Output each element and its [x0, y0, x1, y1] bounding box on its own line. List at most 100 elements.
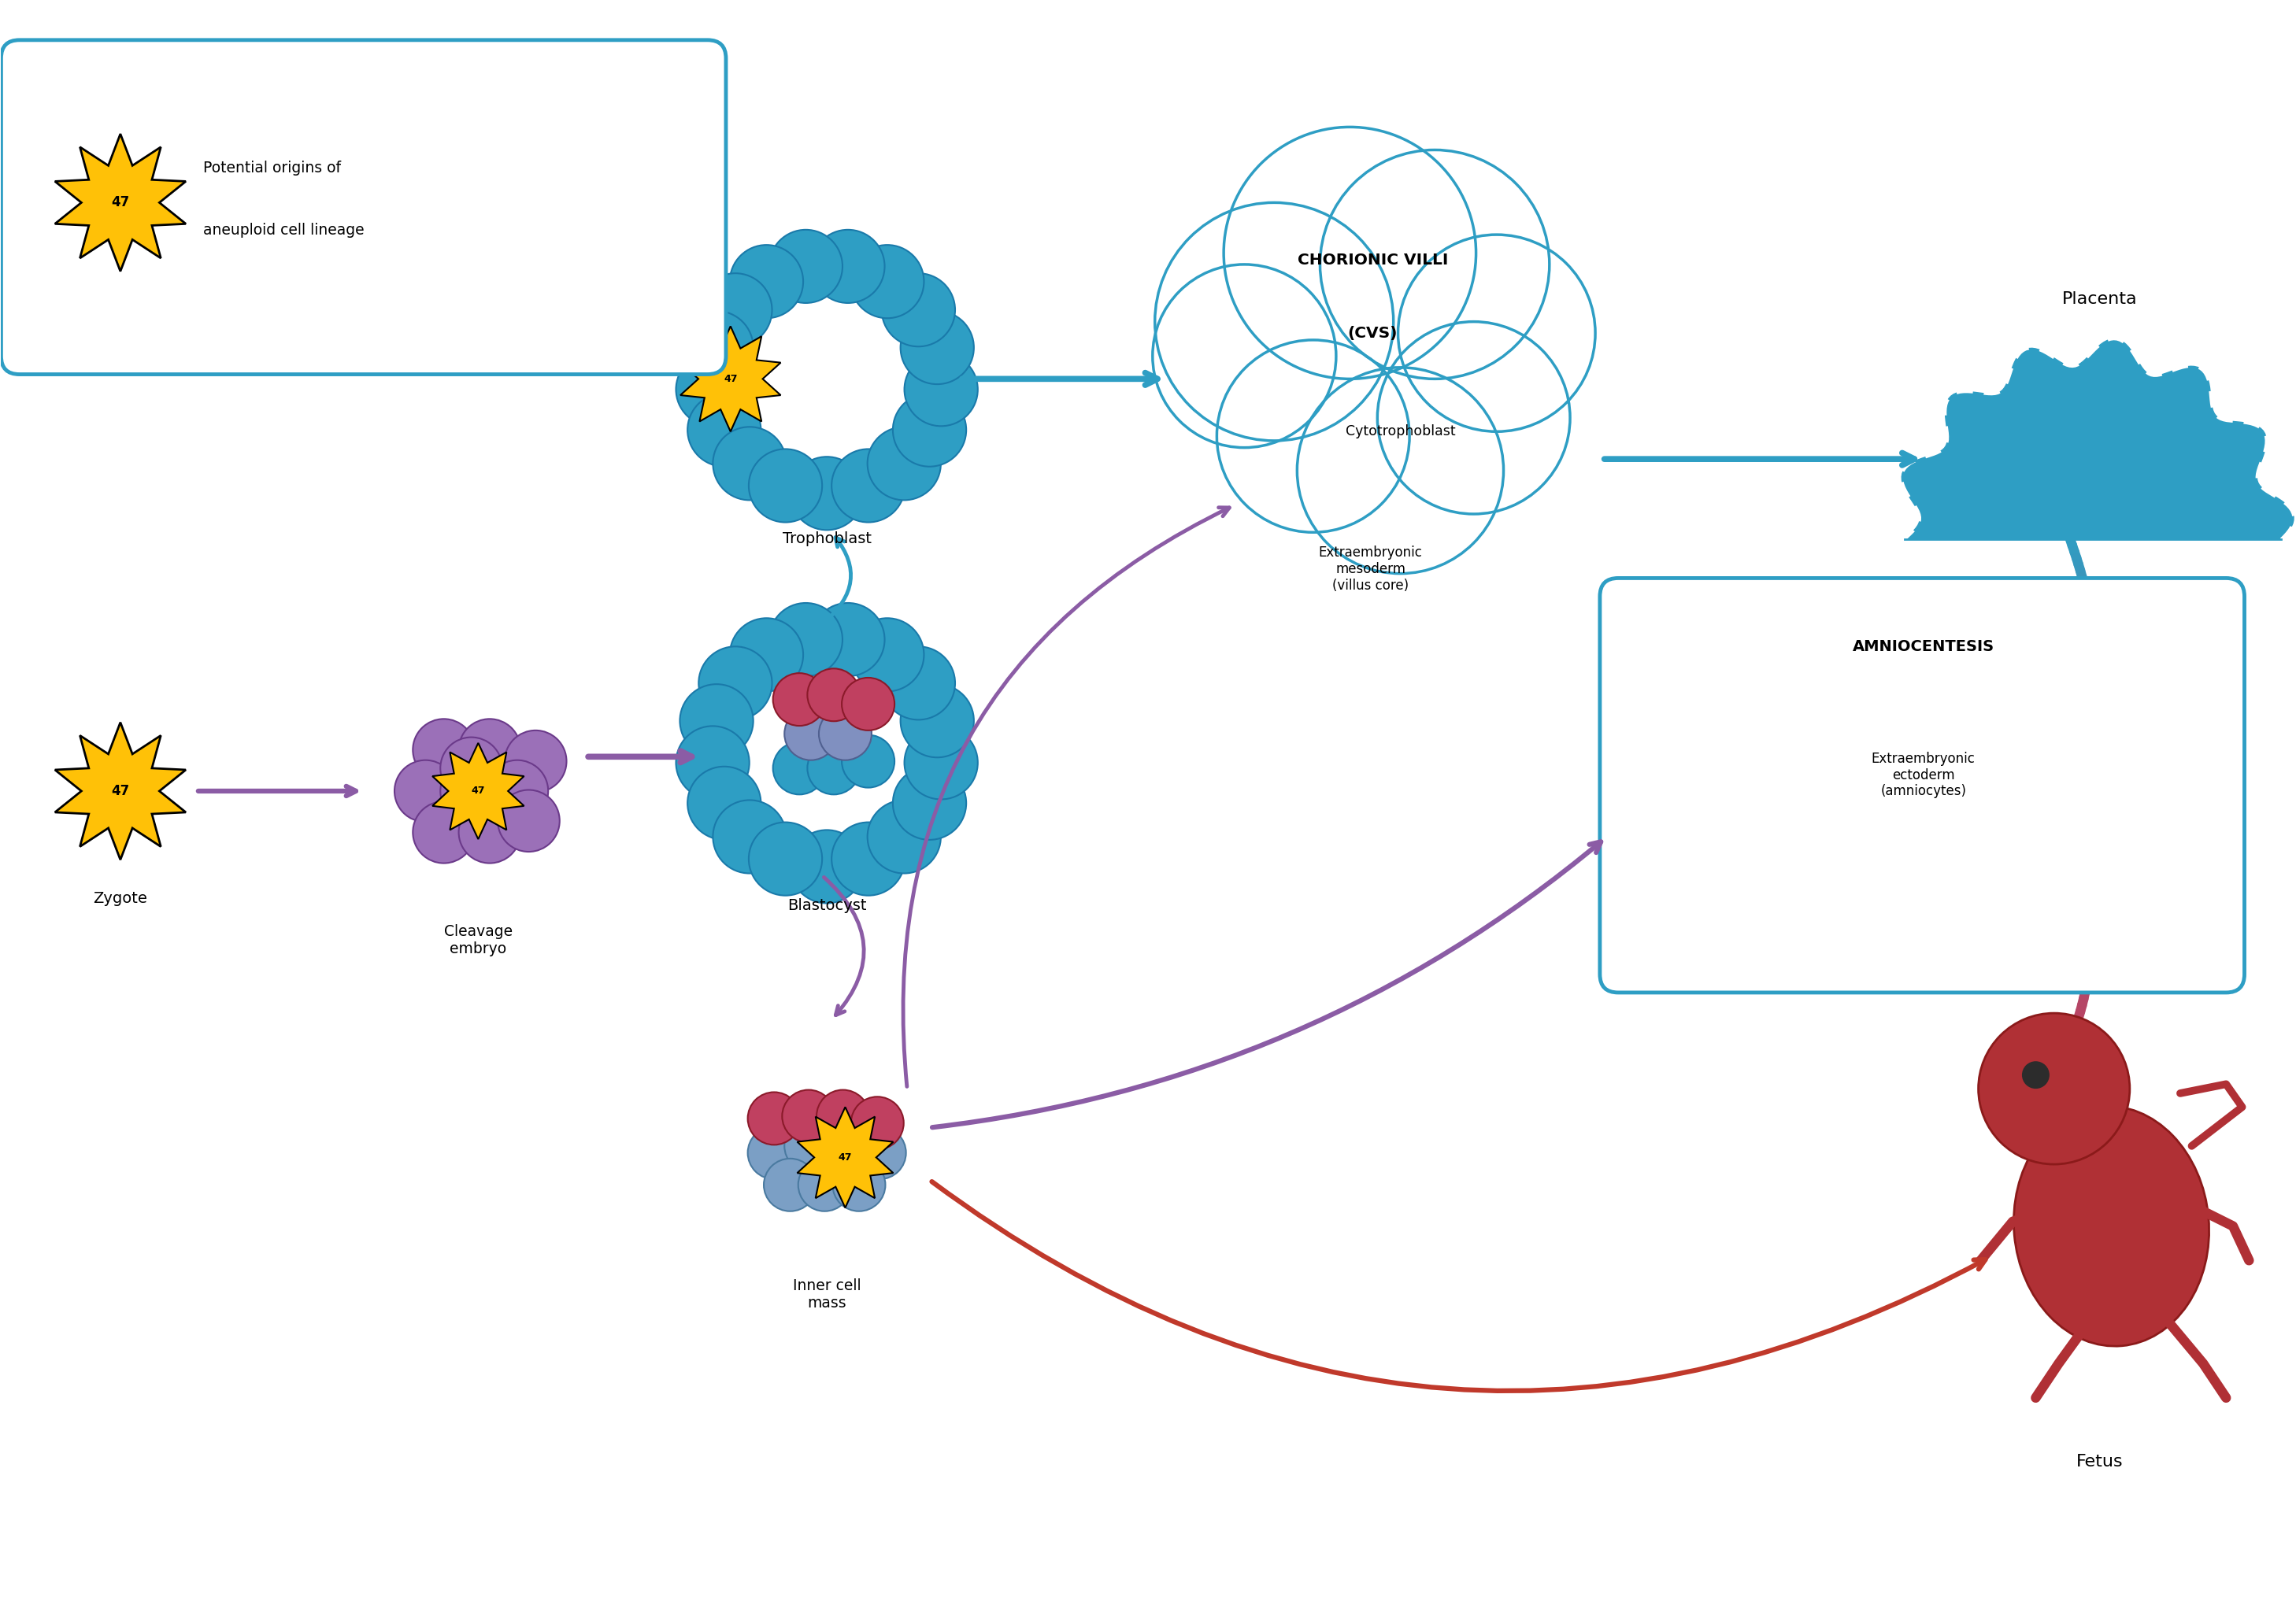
Ellipse shape	[2014, 1106, 2209, 1347]
Polygon shape	[432, 743, 523, 839]
Circle shape	[882, 273, 955, 347]
Circle shape	[843, 735, 895, 788]
Circle shape	[893, 767, 967, 839]
Circle shape	[1217, 340, 1410, 533]
Circle shape	[687, 767, 760, 839]
Circle shape	[868, 427, 941, 501]
Circle shape	[810, 603, 884, 676]
Text: Cleavage
embryo: Cleavage embryo	[443, 924, 512, 957]
Polygon shape	[55, 133, 186, 271]
Circle shape	[1155, 202, 1394, 441]
Circle shape	[765, 1159, 817, 1212]
Circle shape	[698, 273, 771, 347]
Circle shape	[413, 719, 475, 780]
Circle shape	[774, 672, 827, 725]
Circle shape	[395, 761, 457, 822]
Circle shape	[459, 719, 521, 780]
Circle shape	[820, 708, 872, 761]
Circle shape	[1153, 265, 1336, 448]
Circle shape	[2023, 1061, 2050, 1088]
Polygon shape	[1901, 339, 2294, 539]
Circle shape	[687, 393, 760, 467]
Text: 47: 47	[471, 786, 484, 796]
Circle shape	[698, 647, 771, 719]
Circle shape	[790, 457, 863, 530]
Circle shape	[831, 822, 905, 896]
Circle shape	[712, 801, 785, 873]
Text: aneuploid cell lineage: aneuploid cell lineage	[202, 223, 365, 238]
Circle shape	[675, 353, 748, 425]
Circle shape	[712, 427, 785, 501]
Circle shape	[808, 669, 861, 721]
Circle shape	[748, 822, 822, 896]
Circle shape	[843, 677, 895, 730]
Polygon shape	[797, 1107, 893, 1209]
Text: Zygote: Zygote	[94, 891, 147, 907]
Circle shape	[850, 246, 923, 318]
Circle shape	[730, 246, 804, 318]
Circle shape	[748, 1091, 801, 1144]
Circle shape	[774, 742, 827, 794]
Circle shape	[810, 230, 884, 303]
Circle shape	[1979, 1013, 2131, 1164]
Circle shape	[1398, 234, 1596, 432]
Polygon shape	[55, 722, 186, 860]
Circle shape	[905, 725, 978, 799]
Circle shape	[808, 742, 861, 794]
Circle shape	[730, 618, 804, 692]
Text: Fetus: Fetus	[2076, 1454, 2124, 1470]
Circle shape	[833, 1159, 886, 1212]
Polygon shape	[680, 326, 781, 432]
Text: Cytotrophoblast: Cytotrophoblast	[1345, 424, 1456, 438]
Text: Blastocyst: Blastocyst	[788, 899, 866, 913]
Circle shape	[900, 311, 974, 384]
Circle shape	[748, 449, 822, 522]
Circle shape	[680, 684, 753, 758]
Text: Extraembryonic
ectoderm
(amniocytes): Extraembryonic ectoderm (amniocytes)	[1871, 751, 1975, 798]
Circle shape	[680, 311, 753, 384]
Text: (CVS): (CVS)	[1348, 326, 1398, 340]
FancyBboxPatch shape	[0, 40, 726, 374]
Circle shape	[748, 1127, 801, 1180]
Circle shape	[852, 1096, 905, 1149]
Circle shape	[413, 801, 475, 863]
Text: 47: 47	[110, 196, 129, 210]
Circle shape	[769, 603, 843, 676]
Circle shape	[785, 1120, 838, 1172]
Text: Extraembryonic
mesoderm
(villus core): Extraembryonic mesoderm (villus core)	[1318, 546, 1424, 592]
Circle shape	[487, 761, 549, 822]
Circle shape	[905, 353, 978, 425]
Circle shape	[441, 761, 503, 822]
Text: Potential origins of: Potential origins of	[202, 160, 340, 175]
Text: 47: 47	[838, 1152, 852, 1162]
Text: 47: 47	[110, 783, 129, 798]
Circle shape	[850, 618, 923, 692]
Circle shape	[1192, 178, 1550, 534]
Circle shape	[498, 790, 560, 852]
Circle shape	[459, 801, 521, 863]
Circle shape	[1297, 368, 1504, 573]
Circle shape	[790, 830, 863, 904]
Circle shape	[900, 684, 974, 758]
Circle shape	[769, 230, 843, 303]
Text: Placenta: Placenta	[2062, 291, 2138, 307]
Circle shape	[785, 708, 838, 761]
Text: CHORIONIC VILLI: CHORIONIC VILLI	[1297, 252, 1449, 268]
Circle shape	[831, 449, 905, 522]
Text: AMNIOCENTESIS: AMNIOCENTESIS	[1853, 639, 1995, 655]
Circle shape	[1378, 321, 1570, 514]
Circle shape	[868, 801, 941, 873]
Circle shape	[882, 647, 955, 719]
Circle shape	[893, 393, 967, 467]
Text: Inner cell
mass: Inner cell mass	[792, 1279, 861, 1311]
Circle shape	[799, 1159, 852, 1212]
Circle shape	[1320, 149, 1550, 379]
FancyBboxPatch shape	[1600, 578, 2245, 992]
Circle shape	[817, 1090, 870, 1143]
Text: Trophoblast: Trophoblast	[783, 531, 872, 547]
Circle shape	[441, 737, 503, 799]
Circle shape	[783, 1090, 836, 1143]
Circle shape	[820, 1120, 872, 1172]
Text: 47: 47	[723, 374, 737, 384]
Circle shape	[505, 730, 567, 793]
